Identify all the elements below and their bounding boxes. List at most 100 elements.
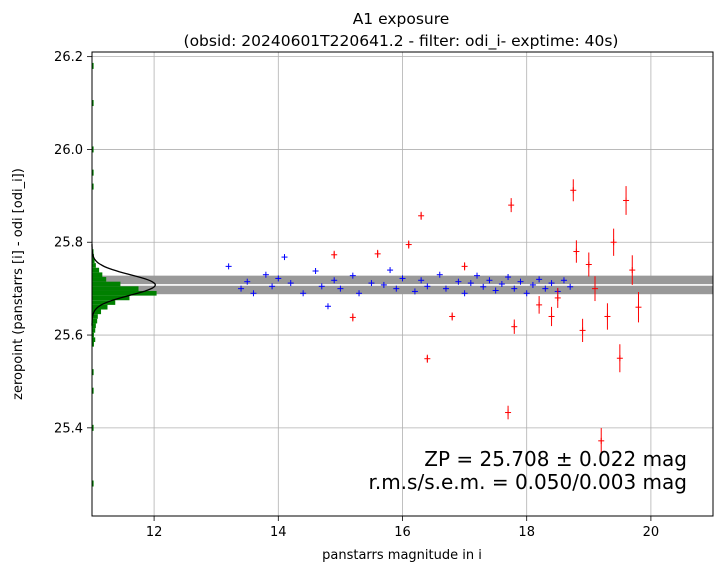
rejected-star-point	[592, 276, 599, 302]
used-star-point	[225, 263, 232, 270]
used-star-point	[529, 281, 536, 288]
rejected-star-point	[579, 318, 586, 342]
used-star-point	[542, 285, 549, 292]
y-axis-ticks: 25.4 25.6 25.8 26.0 26.2	[54, 50, 92, 436]
used-star-point	[411, 288, 418, 295]
y-tick-label: 26.2	[54, 50, 83, 65]
rejected-star-point	[374, 249, 381, 258]
rejected-star-point	[449, 312, 456, 321]
histogram-bar	[92, 277, 107, 282]
used-star-point	[399, 275, 406, 282]
used-star-point	[436, 271, 443, 278]
rejected-star-point	[505, 405, 512, 420]
histogram-bar	[92, 337, 96, 342]
used-star-point	[424, 283, 431, 290]
used-star-point	[269, 283, 276, 290]
histogram-bar	[92, 295, 130, 301]
used-star-point	[511, 285, 518, 292]
histogram-bar	[92, 281, 121, 287]
y-axis-label: zeropoint (panstarrs [i] - odi [odi_i])	[11, 168, 26, 400]
used-star-point	[368, 280, 375, 287]
histogram-bar	[92, 480, 94, 487]
rejected-star-point	[623, 186, 630, 215]
used-star-point	[467, 280, 474, 287]
chart-subtitle: (obsid: 20240601T220641.2 - filter: odi_…	[184, 32, 619, 51]
rejected-star-point	[508, 198, 515, 213]
histogram-bar	[92, 332, 94, 338]
used-star-point	[492, 287, 499, 294]
x-tick-label: 16	[394, 525, 411, 540]
histogram-bar	[92, 309, 102, 315]
used-star-point	[312, 268, 319, 275]
gaussian-fit-curve	[91, 244, 156, 326]
data-points	[225, 179, 642, 454]
rejected-star-point	[554, 287, 561, 308]
x-tick-label: 14	[270, 525, 287, 540]
used-star-point	[498, 281, 505, 287]
histogram-bar	[92, 272, 103, 278]
used-star-point	[324, 303, 331, 310]
used-star-point	[523, 290, 530, 297]
rejected-star-point	[573, 240, 580, 263]
used-star-point	[536, 276, 543, 283]
rejected-star-point	[604, 303, 611, 330]
rejected-star-point	[405, 240, 412, 249]
used-star-point	[356, 290, 363, 297]
used-star-point	[548, 280, 555, 287]
used-star-point	[250, 290, 257, 297]
used-star-point	[349, 272, 356, 279]
histogram-bar	[92, 369, 94, 376]
used-star-point	[281, 254, 288, 261]
histogram-bar	[92, 304, 108, 310]
rms-annotation: r.m.s/s.e.m. = 0.050/0.003 mag	[368, 470, 687, 494]
rejected-star-point	[536, 296, 543, 314]
rejected-star-point	[629, 255, 636, 285]
rejected-star-point	[511, 319, 518, 334]
used-star-point	[474, 272, 481, 279]
zeropoint-annotation: ZP = 25.708 ± 0.022 mag	[424, 447, 687, 471]
rejected-star-point	[548, 306, 555, 327]
histogram-bar	[92, 100, 94, 107]
used-star-point	[331, 277, 338, 284]
used-star-point	[275, 275, 282, 282]
histogram-bar	[92, 183, 94, 190]
used-star-point	[486, 277, 493, 284]
y-tick-label: 26.0	[54, 143, 83, 158]
used-star-point	[480, 283, 487, 290]
used-star-point	[517, 278, 524, 285]
histogram-bar	[92, 318, 98, 324]
rejected-star-point	[585, 252, 592, 277]
used-star-point	[287, 280, 294, 287]
used-star-point	[442, 285, 449, 292]
used-star-point	[244, 278, 251, 285]
rejected-star-point	[635, 292, 642, 323]
used-star-point	[300, 290, 307, 297]
x-tick-label: 12	[146, 525, 163, 540]
rejected-star-point	[570, 179, 577, 202]
used-star-point	[380, 281, 387, 288]
histogram-bar	[92, 258, 95, 264]
used-star-point	[318, 283, 325, 290]
histogram-bar	[92, 169, 94, 176]
used-star-point	[560, 277, 567, 284]
rejected-star-point	[418, 211, 425, 220]
rejected-star-point	[598, 428, 605, 454]
chart-title: A1 exposure	[353, 10, 450, 28]
x-axis-label: panstarrs magnitude in i	[322, 548, 482, 563]
histogram-bar	[92, 424, 94, 431]
histogram-bar	[92, 290, 157, 296]
histogram-bar	[92, 286, 139, 291]
residual-histogram	[92, 62, 157, 487]
y-tick-label: 25.8	[54, 236, 83, 251]
used-star-point	[567, 283, 574, 290]
used-star-point	[337, 285, 344, 292]
rejected-star-point	[610, 228, 617, 256]
histogram-bar	[92, 314, 98, 319]
used-star-point	[505, 274, 512, 281]
histogram-bar	[92, 146, 94, 153]
used-star-point	[393, 285, 400, 292]
rejected-star-point	[349, 313, 356, 322]
used-star-point	[461, 290, 468, 297]
histogram-bar	[92, 328, 96, 333]
